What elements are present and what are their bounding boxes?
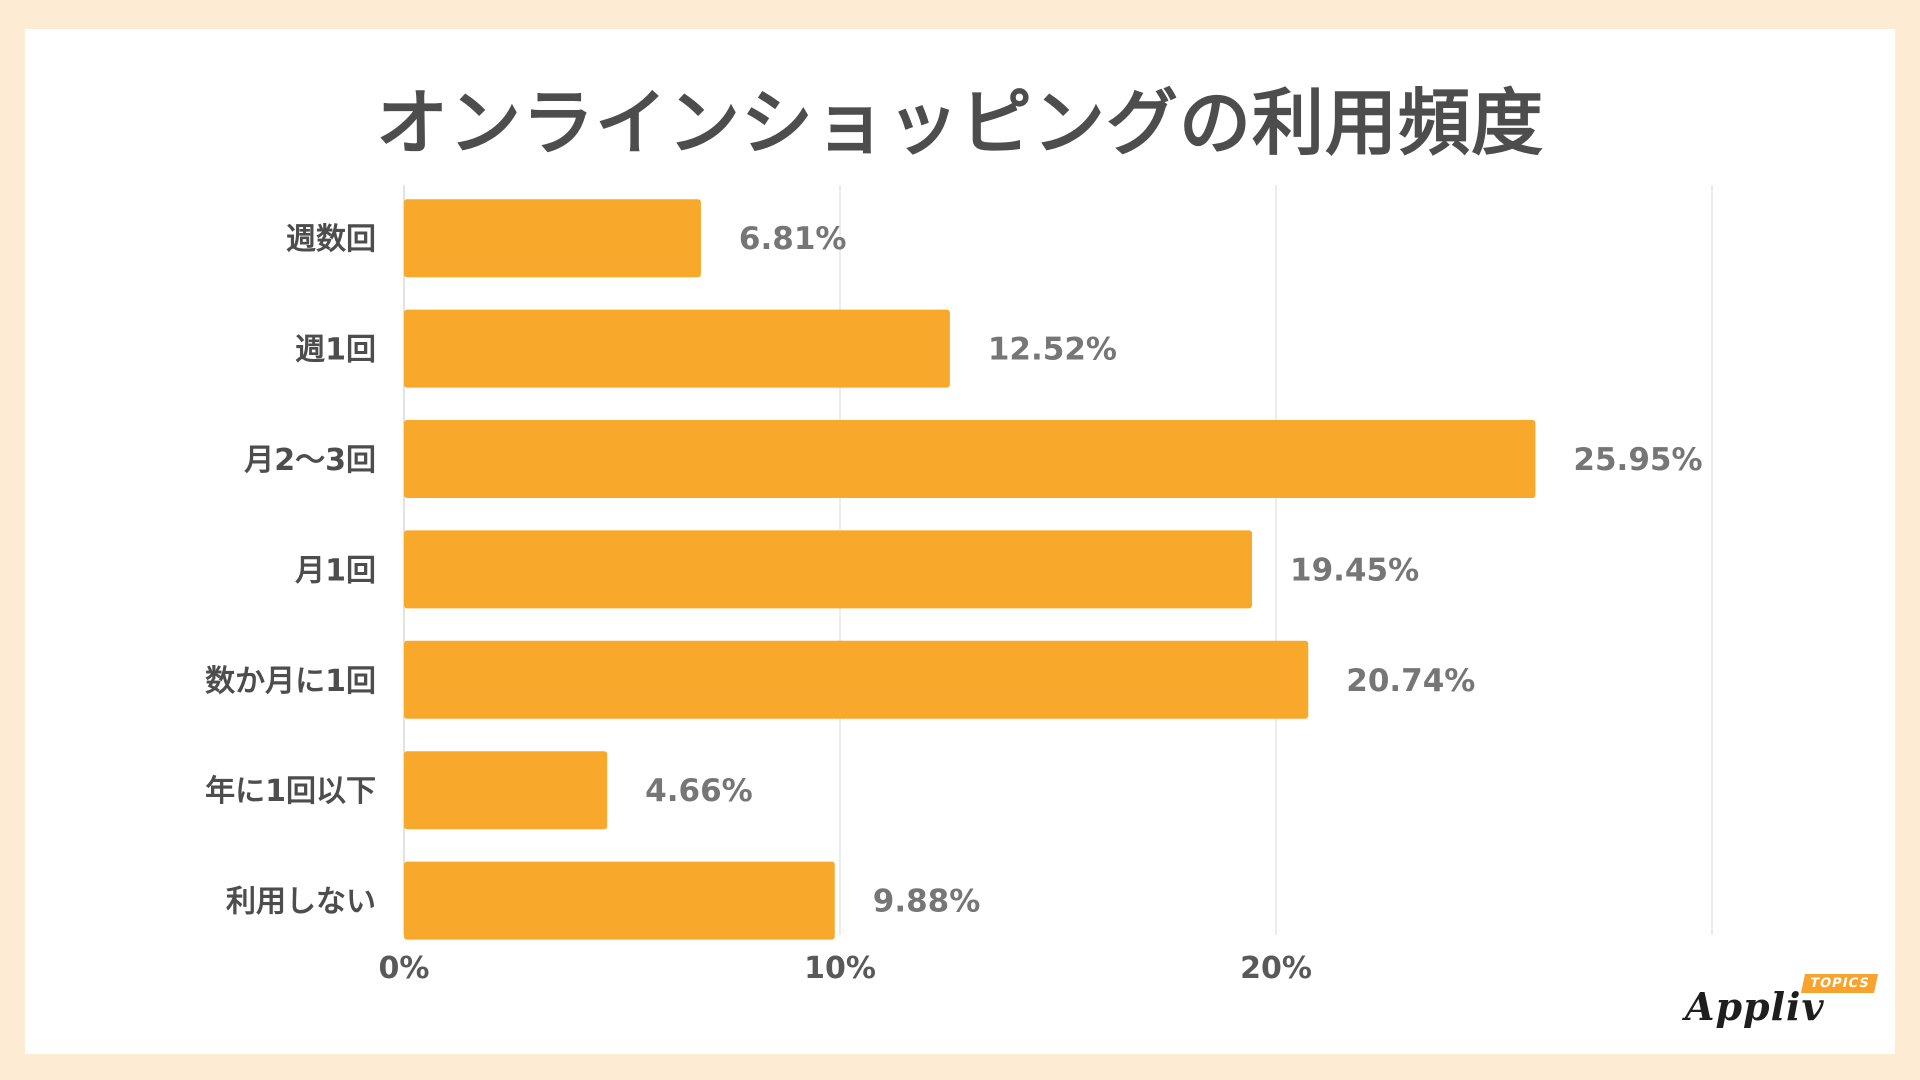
bar — [404, 309, 950, 388]
bar — [404, 640, 1309, 719]
x-tick-label: 20% — [1240, 951, 1312, 986]
category-label: 利用しない — [226, 885, 376, 920]
category-label: 月1回 — [295, 553, 376, 588]
labels: 0% 10% 20% 週数回 6.81% 週1回 12.52% 月2〜3回 25.95% 月1回 1… — [205, 221, 1702, 986]
category-label: 週数回 — [286, 222, 376, 257]
logo-wordmark: Appliv — [1685, 984, 1825, 1029]
data-label: 9.88% — [873, 884, 981, 920]
category-label: 週1回 — [295, 333, 376, 368]
x-tick-label: 0% — [379, 951, 430, 986]
category-label: 数か月に1回 — [205, 664, 376, 699]
appliv-topics-logo: Appliv TOPICS — [1685, 970, 1879, 1040]
bar — [404, 199, 701, 278]
bars — [404, 199, 1536, 940]
data-label: 12.52% — [988, 332, 1117, 368]
data-label: 6.81% — [739, 221, 847, 257]
data-label: 20.74% — [1346, 663, 1475, 699]
data-label: 25.95% — [1573, 442, 1702, 478]
bar — [404, 530, 1253, 609]
category-label: 月2〜3回 — [244, 443, 376, 478]
chart-title: オンラインショッピングの利用頻度 — [375, 81, 1544, 165]
logo-badge: TOPICS — [1800, 974, 1879, 993]
bar — [404, 861, 835, 940]
bar — [404, 420, 1536, 498]
data-label: 19.45% — [1290, 552, 1419, 588]
category-label: 年に1回以下 — [205, 774, 376, 809]
x-tick-label: 10% — [804, 951, 876, 986]
data-label: 4.66% — [645, 773, 753, 809]
bar — [404, 751, 608, 830]
